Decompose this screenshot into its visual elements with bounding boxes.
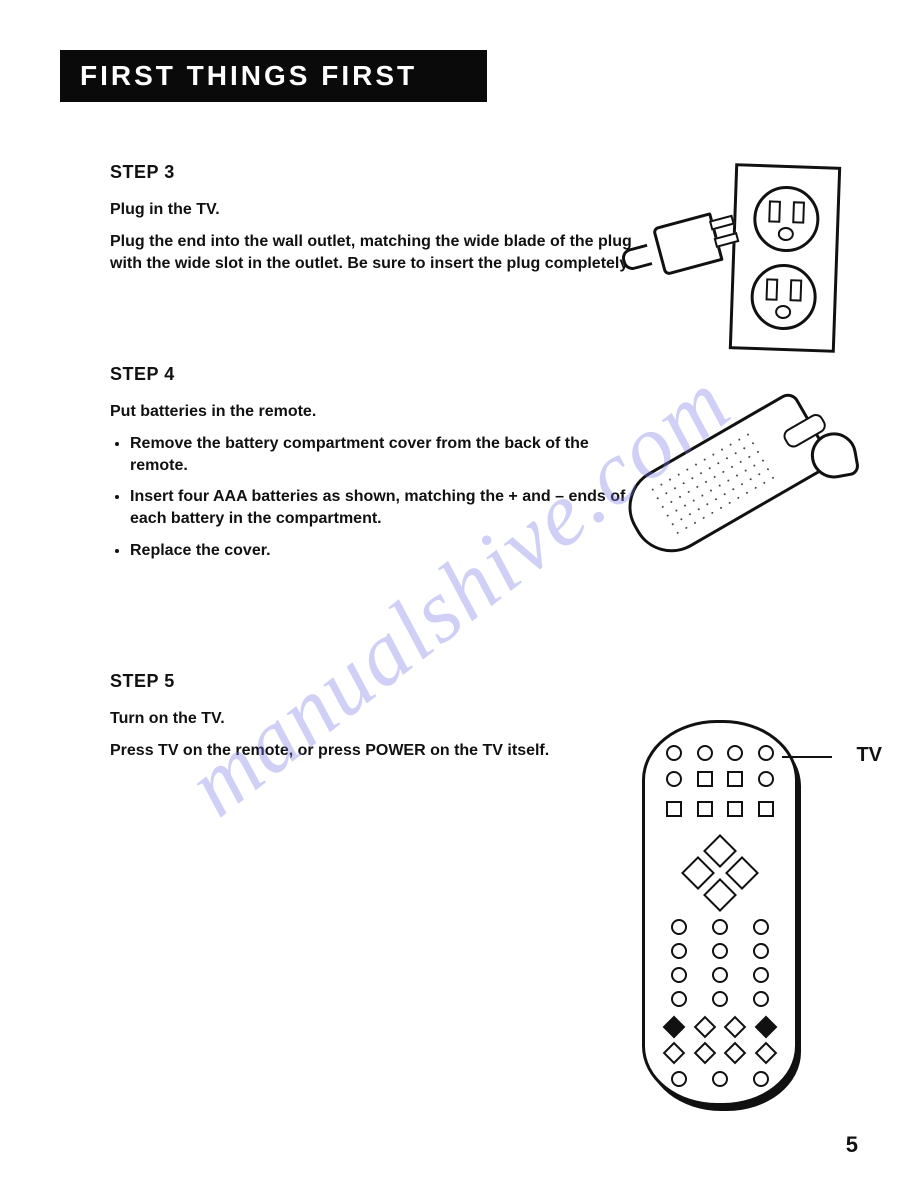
step-4-section: STEP 4 Put batteries in the remote. Remo… bbox=[110, 364, 650, 561]
step-5-label: STEP 5 bbox=[110, 671, 650, 692]
remote-front-illustration bbox=[642, 720, 798, 1106]
page-number: 5 bbox=[846, 1132, 858, 1158]
step-5-intro: Turn on the TV. bbox=[110, 710, 650, 728]
step-4-bullet-list: Remove the battery compartment cover fro… bbox=[110, 433, 650, 561]
wall-outlet-illustration bbox=[729, 163, 841, 353]
step-3-label: STEP 3 bbox=[110, 162, 650, 183]
step-5-section: STEP 5 Turn on the TV. Press TV on the r… bbox=[110, 671, 650, 762]
step-4-bullet: Replace the cover. bbox=[130, 540, 650, 562]
step-3-body: Plug the end into the wall outlet, match… bbox=[110, 231, 650, 274]
step-4-bullet: Insert four AAA batteries as shown, matc… bbox=[130, 486, 650, 529]
step-4-label: STEP 4 bbox=[110, 364, 650, 385]
step-5-body: Press TV on the remote, or press POWER o… bbox=[110, 740, 650, 762]
tv-button-callout-line bbox=[782, 756, 832, 758]
tv-button-callout-label: TV bbox=[856, 744, 882, 767]
step-3-intro: Plug in the TV. bbox=[110, 201, 650, 219]
manual-page: FIRST THINGS FIRST STEP 3 Plug in the TV… bbox=[0, 0, 918, 1188]
step-4-intro: Put batteries in the remote. bbox=[110, 403, 650, 421]
step-4-bullet: Remove the battery compartment cover fro… bbox=[130, 433, 650, 476]
step-3-section: STEP 3 Plug in the TV. Plug the end into… bbox=[110, 162, 650, 274]
page-banner: FIRST THINGS FIRST bbox=[60, 50, 487, 102]
